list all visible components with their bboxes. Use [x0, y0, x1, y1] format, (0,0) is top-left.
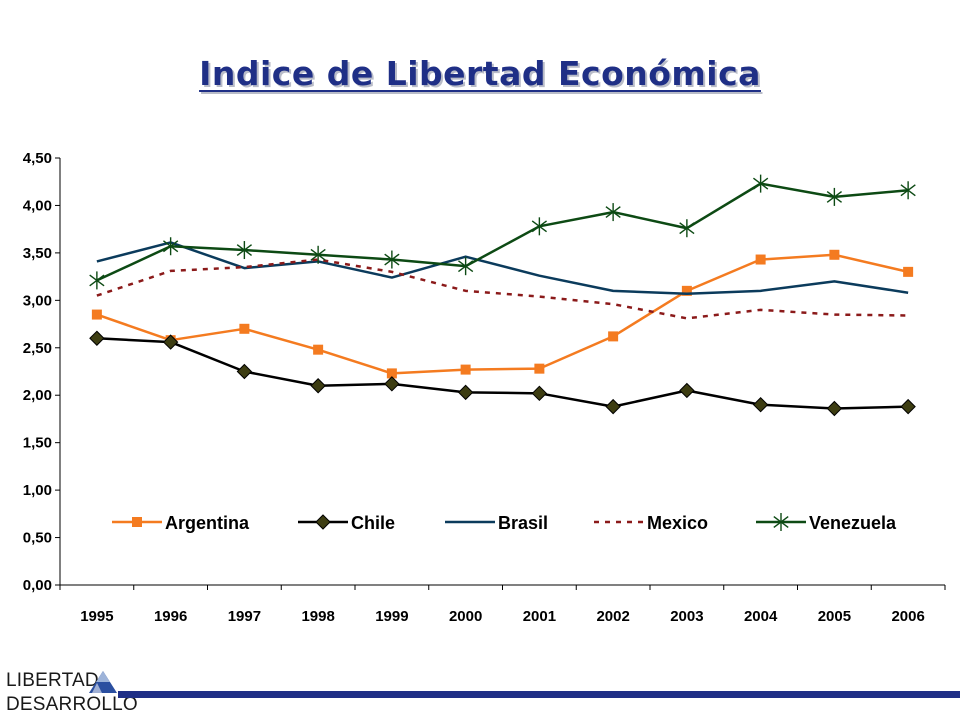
point-argentina	[534, 363, 545, 374]
legend-item-mexico: Mexico	[594, 513, 708, 533]
x-tick-label: 2005	[818, 608, 851, 625]
point-argentina	[608, 331, 619, 342]
point-venezuela	[163, 237, 179, 256]
point-argentina	[239, 323, 250, 334]
point-venezuela	[679, 219, 695, 238]
x-tick-label: 1995	[80, 608, 113, 625]
point-venezuela	[826, 187, 842, 206]
legend-marker-venezuela	[773, 513, 789, 531]
logo-divider-bar	[118, 691, 960, 698]
point-chile	[457, 384, 474, 401]
series-line-venezuela	[96, 182, 909, 282]
point-venezuela-stroke	[679, 222, 695, 235]
point-chile	[89, 330, 105, 346]
chart-title: Indice de Libertad Económica	[199, 54, 761, 93]
point-argentina	[755, 254, 766, 265]
series-line-brasil	[96, 241, 909, 295]
legend-marker-venezuela-stroke	[773, 516, 789, 528]
y-tick-label: 3,50	[23, 245, 52, 262]
logo-mountain-icon	[89, 671, 117, 693]
point-venezuela	[236, 241, 252, 260]
x-tick-label: 1997	[228, 608, 261, 625]
x-tick-label: 1999	[375, 608, 408, 625]
point-venezuela-stroke	[384, 253, 400, 266]
point-venezuela	[89, 271, 105, 290]
legend-marker-chile	[315, 514, 331, 530]
legend-item-argentina: Argentina	[112, 513, 250, 533]
point-venezuela-stroke	[753, 177, 769, 190]
point-venezuela	[310, 245, 326, 264]
legend-label-chile: Chile	[351, 513, 395, 533]
y-tick-label: 4,50	[23, 150, 52, 167]
line-chart: 0,00 0,50 1,00 1,50 2,00 2,50 3,00 3,50 4,00 4,50…	[23, 150, 946, 625]
point-chile	[310, 378, 326, 394]
point-chile	[752, 397, 769, 413]
x-tick-label: 2003	[670, 608, 703, 625]
y-tick-label: 4,00	[23, 197, 52, 214]
legend-item-venezuela: Venezuela	[756, 513, 897, 533]
point-argentina	[91, 309, 102, 320]
legend-item-chile: Chile	[298, 513, 395, 533]
point-venezuela	[900, 181, 916, 200]
y-tick-label: 1,00	[23, 482, 52, 499]
point-venezuela-stroke	[605, 206, 621, 219]
point-venezuela	[458, 257, 474, 276]
point-chile	[679, 382, 695, 399]
point-chile	[236, 363, 253, 380]
point-chile	[826, 400, 843, 417]
point-chile	[162, 334, 179, 350]
point-venezuela	[531, 217, 547, 236]
x-tick-label: 2000	[449, 608, 482, 625]
point-venezuela-stroke	[310, 248, 326, 261]
point-chile	[531, 385, 548, 402]
logo-text-line2: DESARROLLO	[6, 694, 138, 715]
x-tick-label: 2006	[891, 608, 924, 625]
logo-text-line1: LIBERTAD	[6, 670, 99, 691]
legend-item-brasil: Brasil	[445, 513, 548, 533]
point-argentina	[829, 249, 840, 260]
series-line-mexico	[96, 258, 909, 320]
point-chile	[605, 398, 621, 415]
point-venezuela-stroke	[163, 240, 179, 253]
point-argentina	[903, 266, 914, 277]
x-tick-label: 1996	[154, 608, 187, 625]
y-tick-label: 3,00	[23, 292, 52, 309]
y-tick-label: 0,50	[23, 530, 52, 547]
series-line-argentina	[96, 253, 909, 375]
x-tick-label: 2001	[523, 608, 556, 625]
series-line-chile	[96, 337, 909, 410]
legend-marker-argentina	[132, 517, 142, 527]
point-venezuela-stroke	[236, 244, 252, 257]
libertad-desarrollo-logo: LIBERTAD DESARROLLO	[0, 664, 960, 720]
point-venezuela	[605, 203, 621, 222]
point-venezuela-stroke	[458, 260, 474, 273]
point-venezuela	[753, 174, 769, 193]
point-venezuela-stroke	[531, 220, 547, 233]
legend-label-venezuela: Venezuela	[809, 513, 897, 533]
point-argentina	[681, 285, 692, 296]
legend-label-brasil: Brasil	[498, 513, 548, 533]
x-tick-label: 1998	[301, 608, 334, 625]
point-chile	[384, 376, 400, 392]
y-tick-label: 0,00	[23, 577, 52, 594]
y-tick-label: 1,50	[23, 435, 52, 452]
legend-label-mexico: Mexico	[647, 513, 708, 533]
x-tick-label: 2002	[596, 608, 629, 625]
x-tick-label: 2004	[744, 608, 778, 625]
legend-label-argentina: Argentina	[165, 513, 250, 533]
point-argentina	[313, 344, 324, 355]
point-venezuela-stroke	[900, 184, 916, 197]
point-venezuela	[384, 250, 400, 269]
y-tick-label: 2,00	[23, 387, 52, 404]
point-venezuela-stroke	[89, 274, 105, 287]
point-chile	[900, 398, 916, 415]
point-venezuela-stroke	[826, 190, 842, 203]
point-argentina	[460, 364, 471, 375]
y-tick-label: 2,50	[23, 340, 52, 357]
